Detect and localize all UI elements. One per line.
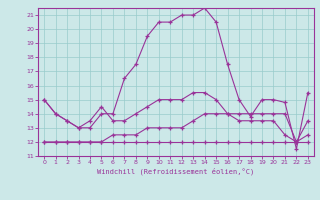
X-axis label: Windchill (Refroidissement éolien,°C): Windchill (Refroidissement éolien,°C) xyxy=(97,168,255,175)
